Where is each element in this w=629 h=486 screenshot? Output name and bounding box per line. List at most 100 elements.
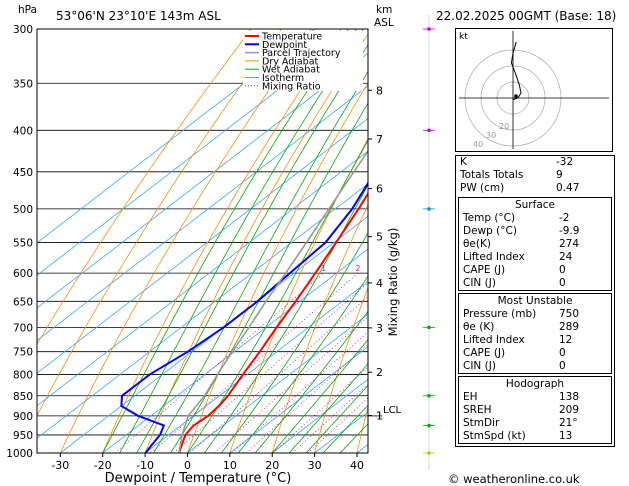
dry-adiabat-line — [59, 29, 312, 453]
wet-adiabat-line — [204, 183, 368, 453]
mixing-ratio-label: 2 — [356, 264, 361, 273]
x-axis-label: Dewpoint / Temperature (°C) — [105, 471, 292, 486]
wet-adiabat-line — [322, 404, 368, 453]
dry-adiabat-line — [102, 29, 342, 453]
stat-key: θe(K) — [463, 238, 491, 250]
x-tick-label: -20 — [94, 459, 112, 472]
wet-adiabat-line — [254, 310, 368, 453]
dry-adiabat-line — [37, 29, 282, 417]
stat-row: θe(K) 274 — [459, 238, 611, 251]
stat-row: CAPE (J) 0 — [459, 264, 611, 277]
stat-row: SREH 209 — [459, 404, 611, 417]
stat-key: Totals Totals — [460, 169, 524, 181]
mixing-ratio-line — [150, 272, 359, 453]
isotherm-line — [37, 183, 368, 439]
legend-label: Dry Adiabat — [262, 56, 319, 67]
wet-adiabat-line — [237, 275, 368, 453]
stat-key: Lifted Index — [463, 251, 525, 263]
pressure-tick-label: 400 — [13, 125, 33, 137]
stat-row: StmSpd (kt) 13 — [459, 430, 611, 443]
surface-title: Surface — [514, 199, 555, 211]
stat-key: CAPE (J) — [463, 264, 506, 276]
stat-value: 0 — [559, 264, 566, 276]
stat-row: EH 138 — [459, 391, 611, 404]
stat-value: 138 — [559, 391, 580, 403]
dry-adiabat-line — [229, 137, 368, 453]
stat-value: 274 — [559, 238, 580, 250]
x-tick-label: 20 — [265, 459, 279, 472]
km-tick-label: 4 — [376, 277, 383, 290]
x-tick-label: 30 — [308, 459, 322, 472]
stat-row: Temp (°C) -2 — [459, 212, 611, 225]
wet-adiabat-line — [153, 70, 368, 453]
stat-key: CIN (J) — [463, 277, 496, 289]
stat-value: 13 — [559, 430, 573, 442]
pressure-tick-label: 650 — [13, 296, 33, 308]
legend-label: Temperature — [261, 32, 322, 43]
stat-value: 12 — [559, 334, 573, 346]
stat-row: Pressure (mb) 750 — [459, 308, 611, 321]
pressure-tick-label: 950 — [13, 430, 33, 442]
km-tick-label: 3 — [376, 322, 383, 335]
km-tick-label: 6 — [376, 183, 383, 196]
dry-adiabat-line — [37, 29, 252, 346]
pressure-tick-label: 700 — [13, 322, 33, 334]
y-axis-label-right: Mixing Ratio (g/kg) — [386, 228, 400, 337]
isotherm-line — [37, 85, 368, 342]
hodograph-stats-box: Hodograph EH 138 SREH 209 StmDir 21° StmSpd (k… — [458, 376, 612, 444]
wet-adiabat-line — [119, 29, 364, 453]
x-tick-label: -30 — [51, 459, 69, 472]
wet-adiabat-line — [102, 29, 349, 453]
location-title: 53°06'N 23°10'E 143m ASL — [56, 9, 221, 23]
series-parcel-trajectory — [178, 149, 368, 453]
pressure-tick-label: 750 — [13, 347, 33, 359]
legend-label: Isotherm — [262, 73, 304, 84]
wet-adiabat-line — [136, 44, 368, 453]
pressure-tick-label: 300 — [13, 24, 33, 36]
stat-value: -32 — [556, 156, 574, 168]
datetime-title: 22.02.2025 00GMT (Base: 18) — [436, 9, 617, 23]
mixing-ratio-label: 6 — [415, 264, 420, 273]
legend-box — [243, 31, 363, 91]
isotherm-line — [229, 346, 368, 453]
stat-key: CAPE (J) — [463, 347, 506, 359]
pressure-tick-label: 500 — [13, 204, 33, 216]
stat-key: θe (K) — [463, 321, 495, 333]
wet-adiabat-line — [288, 363, 368, 453]
stat-row: K -32 — [456, 156, 614, 169]
pressure-tick-label: 800 — [13, 369, 33, 381]
stat-row: θe (K) 289 — [459, 321, 611, 334]
x-tick-label: 0 — [184, 459, 191, 472]
x-tick-label: 40 — [350, 459, 364, 472]
storm-motion-marker — [514, 94, 518, 98]
stat-value: 21° — [559, 417, 578, 429]
mixing-ratio-label: 8 — [432, 264, 437, 273]
legend-label: Parcel Trajectory — [262, 48, 341, 59]
km-tick-label: 7 — [376, 133, 383, 146]
series-temperature — [178, 191, 368, 453]
stat-key: K — [460, 156, 467, 168]
surface-box: Surface Temp (°C) -2 Dewp (°C) -9.9 θe(K) 274… — [458, 197, 612, 291]
stat-value: 0 — [559, 360, 566, 372]
km-tick-label: 2 — [376, 366, 383, 379]
dry-adiabat-line — [187, 82, 368, 453]
stat-row: StmDir 21° — [459, 417, 611, 430]
isotherm-line — [37, 150, 368, 407]
pressure-tick-label: 900 — [13, 411, 33, 423]
stat-value: 0.47 — [556, 182, 580, 194]
stat-value: 0 — [559, 347, 566, 359]
stat-row: Totals Totals 9 — [456, 169, 614, 182]
mixing-ratio-line — [189, 295, 368, 453]
stat-key: Temp (°C) — [463, 212, 516, 224]
isotherm-line — [37, 29, 316, 244]
isotherm-line — [37, 52, 368, 309]
copyright-footer: © weatheronline.co.uk — [448, 472, 580, 486]
indices-panel: K -32 Totals Totals 9 PW (cm) 0.47 Surface Te… — [455, 155, 615, 447]
stat-value: 0 — [559, 277, 566, 289]
isotherm-line — [271, 378, 368, 453]
stat-value: -9.9 — [559, 225, 580, 237]
most-unstable-box: Most Unstable Pressure (mb) 750 θe (K) 289 L… — [458, 293, 612, 374]
stat-key: EH — [463, 391, 478, 403]
